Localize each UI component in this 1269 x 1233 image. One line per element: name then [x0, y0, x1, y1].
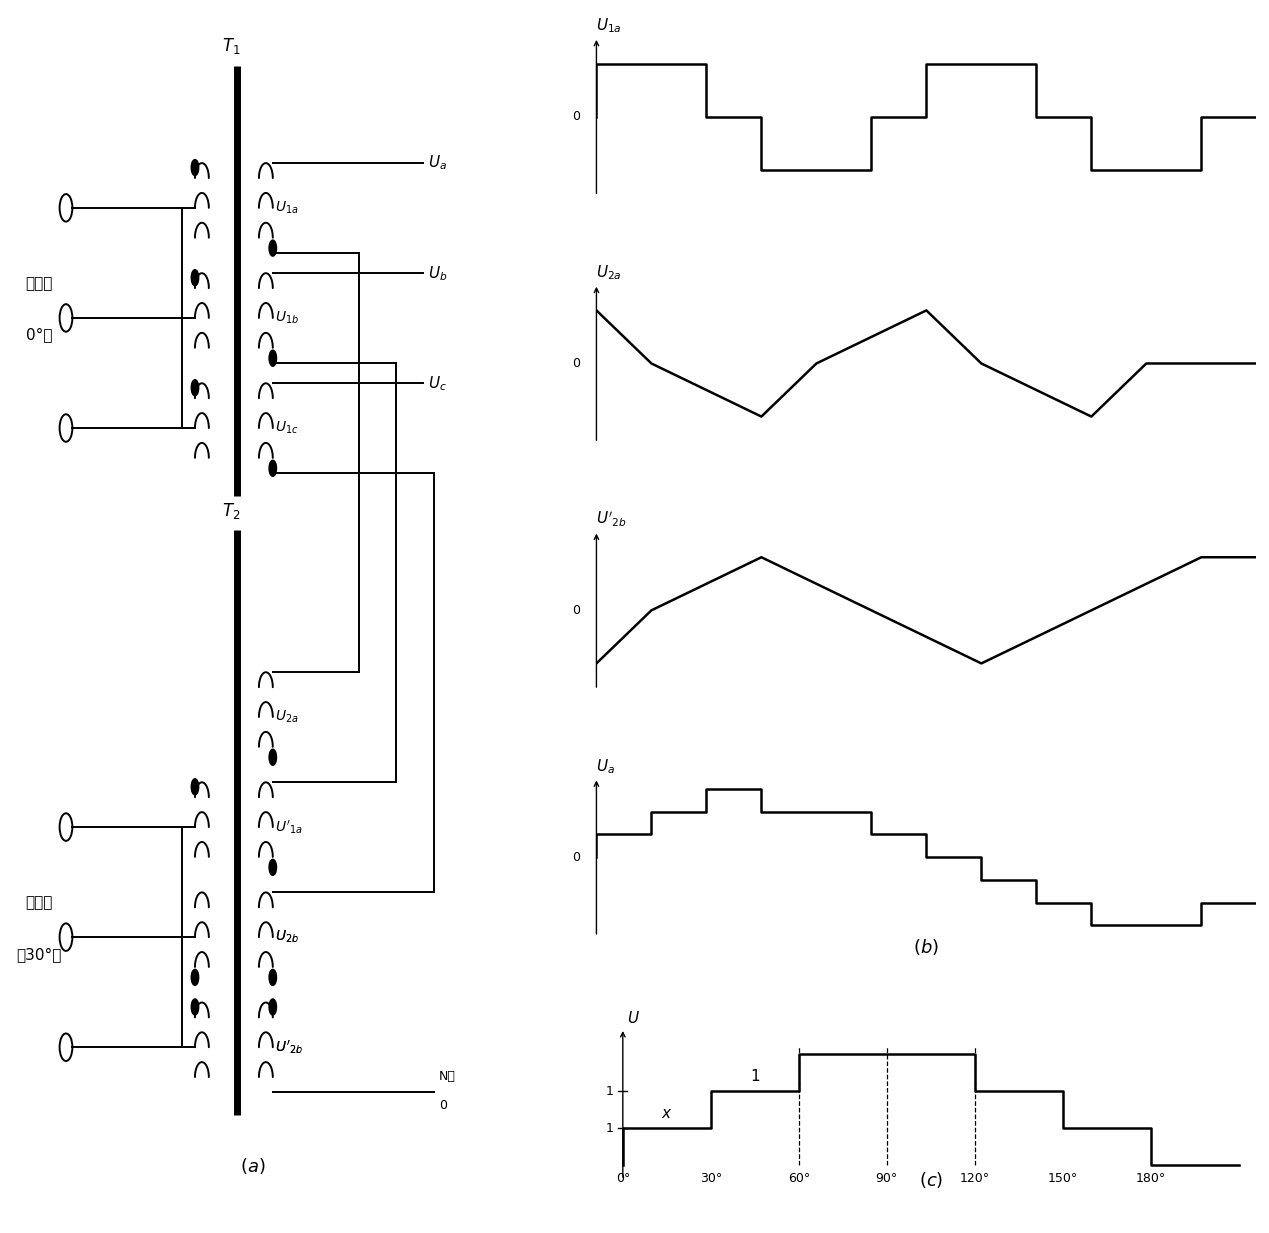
Text: N线: N线 [439, 1070, 456, 1084]
Circle shape [192, 159, 199, 175]
Text: 120°: 120° [959, 1171, 990, 1185]
Text: $(a)$: $(a)$ [240, 1157, 265, 1176]
Text: $U_b$: $U_b$ [429, 264, 448, 282]
Text: 0°: 0° [615, 1171, 629, 1185]
Text: $U_{2a}$: $U_{2a}$ [596, 264, 622, 282]
Text: $(b)$: $(b)$ [914, 937, 939, 957]
Text: $T_2$: $T_2$ [222, 501, 240, 520]
Circle shape [269, 999, 277, 1015]
Text: 180°: 180° [1136, 1171, 1166, 1185]
Circle shape [192, 270, 199, 286]
Text: 0: 0 [439, 1099, 447, 1112]
Text: $U'_{1a}$: $U'_{1a}$ [275, 819, 303, 836]
Circle shape [192, 999, 199, 1015]
Text: $U_{1a}$: $U_{1a}$ [275, 200, 299, 216]
Text: $U_{1a}$: $U_{1a}$ [596, 17, 622, 36]
Text: $U_{2c}$: $U_{2c}$ [275, 928, 299, 946]
Text: 0: 0 [572, 604, 580, 616]
Text: $x$: $x$ [661, 1106, 673, 1121]
Text: $(c)$: $(c)$ [919, 1170, 943, 1190]
Text: 1: 1 [607, 1085, 614, 1097]
Text: 后30°桥: 后30°桥 [16, 947, 62, 962]
Text: 150°: 150° [1048, 1171, 1077, 1185]
Circle shape [269, 240, 277, 256]
Text: 1: 1 [607, 1122, 614, 1134]
Circle shape [269, 969, 277, 985]
Text: $U_{1b}$: $U_{1b}$ [275, 309, 299, 327]
Text: $U_{2b}$: $U_{2b}$ [275, 928, 299, 946]
Text: 第一台: 第一台 [25, 276, 53, 291]
Text: $U'_{2b}$: $U'_{2b}$ [596, 509, 627, 529]
Text: 60°: 60° [788, 1171, 810, 1185]
Text: $U_c$: $U_c$ [429, 374, 447, 392]
Text: 1: 1 [750, 1069, 760, 1084]
Text: 0: 0 [572, 358, 580, 370]
Circle shape [192, 380, 199, 396]
Text: $U_{2a}$: $U_{2a}$ [275, 709, 299, 725]
Text: $U$: $U$ [627, 1010, 640, 1026]
Text: $U_{1c}$: $U_{1c}$ [275, 419, 299, 436]
Circle shape [269, 750, 277, 766]
Circle shape [192, 779, 199, 795]
Circle shape [269, 859, 277, 875]
Text: $T_1$: $T_1$ [222, 37, 241, 57]
Text: 0: 0 [572, 110, 580, 123]
Circle shape [269, 350, 277, 366]
Text: 30°: 30° [699, 1171, 722, 1185]
Circle shape [192, 969, 199, 985]
Text: 0°桥: 0°桥 [27, 328, 52, 343]
Text: $U_a$: $U_a$ [596, 757, 615, 776]
Circle shape [269, 460, 277, 476]
Text: 第二台: 第二台 [25, 895, 53, 910]
Text: $U'_{2b}$: $U'_{2b}$ [275, 1038, 303, 1055]
Text: 90°: 90° [876, 1171, 898, 1185]
Text: $U'_{2c}$: $U'_{2c}$ [275, 1038, 303, 1055]
Text: $U_a$: $U_a$ [429, 154, 448, 173]
Text: 0: 0 [572, 851, 580, 863]
